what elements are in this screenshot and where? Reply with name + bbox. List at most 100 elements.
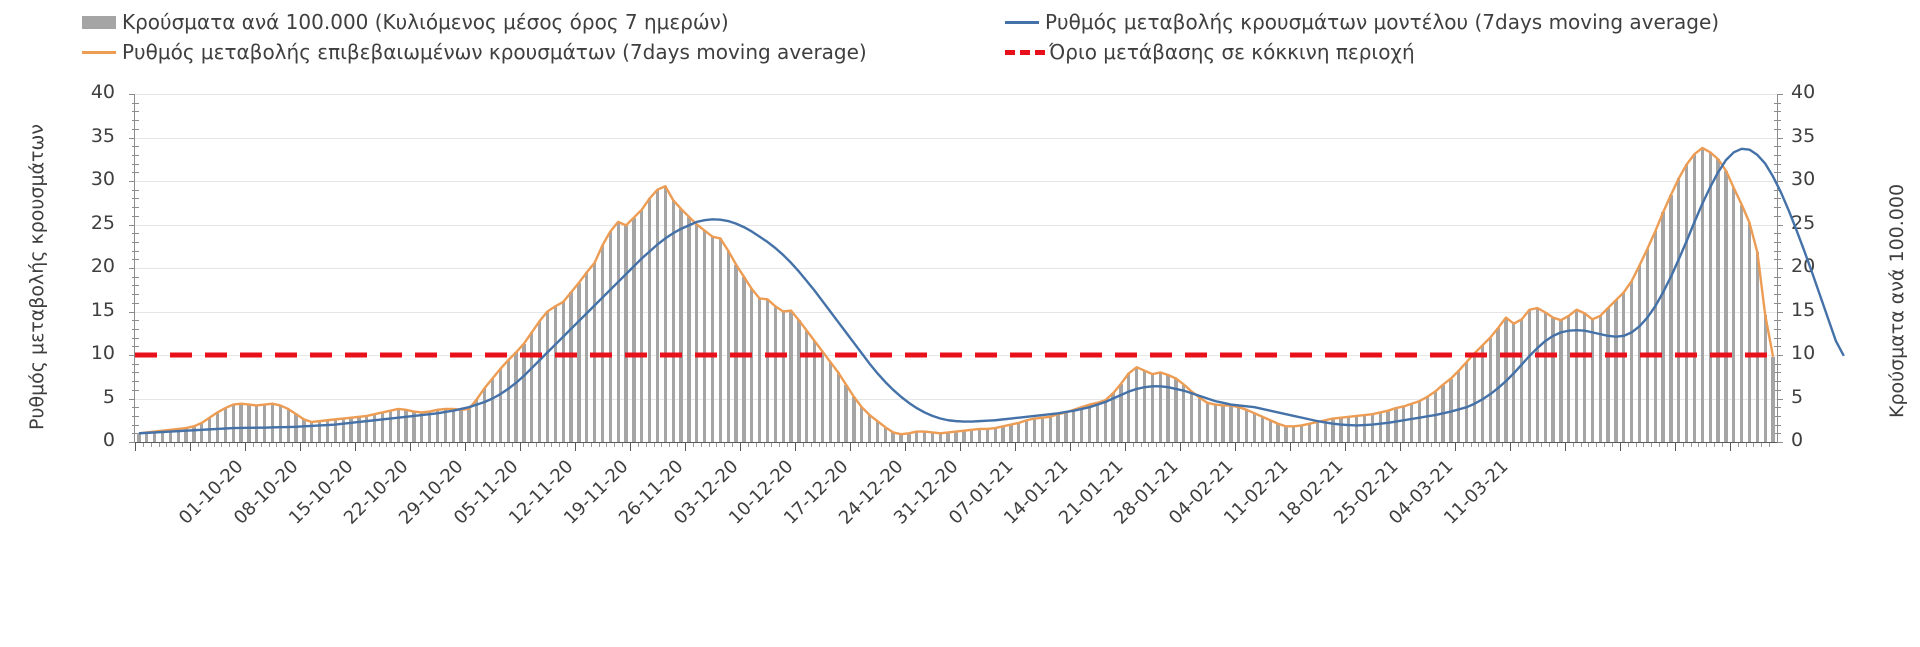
x-axis-minor-tick: [881, 442, 883, 447]
x-axis-minor-tick: [150, 442, 152, 447]
x-axis-minor-tick: [1572, 442, 1574, 447]
bar: [1182, 384, 1186, 442]
bar: [1032, 418, 1037, 442]
bar: [1417, 401, 1422, 442]
x-axis-minor-tick: [339, 442, 341, 447]
bar: [1205, 402, 1210, 442]
x-axis-minor-tick: [1329, 442, 1331, 447]
bar: [702, 230, 707, 442]
x-axis-minor-tick: [1297, 442, 1299, 447]
bar: [333, 419, 337, 442]
bar: [930, 432, 935, 442]
bar: [1347, 416, 1351, 442]
x-axis-minor-tick: [1714, 442, 1716, 447]
y-axis-minor-tick: [132, 328, 139, 330]
bar: [1433, 391, 1437, 442]
bar: [1755, 252, 1759, 442]
x-axis-minor-tick: [598, 442, 600, 447]
bar: [1622, 292, 1626, 442]
x-axis-minor-tick: [402, 442, 404, 447]
x-axis-tick-mark: [135, 442, 136, 451]
x-axis-minor-tick: [221, 442, 223, 447]
x-axis-minor-tick: [441, 442, 443, 447]
y-axis-minor-tick: [132, 172, 139, 174]
x-axis-minor-tick: [810, 442, 812, 447]
bar: [640, 209, 644, 442]
bar: [1402, 406, 1406, 442]
x-axis-minor-tick: [394, 442, 396, 447]
bar: [710, 236, 715, 442]
bar: [380, 412, 385, 442]
bar: [1661, 212, 1665, 442]
bar: [459, 409, 463, 442]
bar: [907, 433, 911, 442]
x-axis-minor-tick: [284, 442, 286, 447]
bar: [938, 433, 942, 442]
y-axis-tick-label: 0: [1791, 429, 1804, 451]
legend-item-threshold: Όριο μετάβασης σε κόκκινη περιοχή: [1005, 40, 1415, 64]
y-axis-minor-tick: [132, 128, 139, 130]
y-axis-tick-label: 0: [102, 429, 115, 451]
x-axis-minor-tick: [802, 442, 804, 447]
bar: [600, 245, 605, 442]
y-axis-tick-label: 40: [1791, 81, 1816, 103]
x-axis-minor-tick: [229, 442, 231, 447]
bar: [585, 272, 589, 442]
x-axis-minor-tick: [1132, 442, 1134, 447]
bar: [1268, 420, 1272, 442]
y-axis-minor-tick: [132, 154, 139, 156]
y-axis-minor-tick: [132, 111, 139, 113]
x-axis-minor-tick: [771, 442, 773, 447]
x-axis-tick-mark: [189, 442, 191, 451]
bar: [396, 408, 400, 442]
x-axis-minor-tick: [480, 442, 482, 447]
x-axis-tick-mark: [1399, 442, 1401, 451]
x-axis-minor-tick: [818, 442, 820, 447]
bar: [1370, 414, 1375, 442]
x-axis-minor-tick: [1093, 442, 1095, 447]
x-axis-minor-tick: [323, 442, 325, 447]
bar: [1692, 154, 1697, 442]
y-axis-minor-tick: [132, 276, 139, 278]
bar: [1567, 315, 1571, 442]
bar: [325, 420, 330, 442]
bar: [569, 292, 573, 442]
x-axis-minor-tick: [1682, 442, 1684, 447]
x-axis-minor-tick: [1439, 442, 1441, 447]
x-axis-minor-tick: [527, 442, 529, 447]
bar: [506, 360, 510, 442]
y-axis-right-title: Κρούσματα ανά 100.000: [1886, 183, 1908, 418]
x-axis-tick-mark: [1069, 442, 1071, 451]
x-axis-minor-tick: [1219, 442, 1221, 447]
bar: [443, 408, 447, 442]
legend-label: Όριο μετάβασης σε κόκκινη περιοχή: [1049, 40, 1415, 64]
axis-line-bottom: [135, 442, 1777, 443]
x-axis-minor-tick: [967, 442, 969, 447]
x-axis-tick-mark: [629, 442, 631, 451]
bar: [1386, 410, 1390, 442]
x-axis-minor-tick: [724, 442, 726, 447]
dashed-line-swatch-icon: [1005, 49, 1045, 55]
legend-label: Κρούσματα ανά 100.000 (Κυλιόμενος μέσος …: [122, 10, 729, 34]
x-axis-minor-tick: [1651, 442, 1653, 447]
bar: [1221, 405, 1225, 442]
bar: [145, 432, 149, 442]
x-axis-minor-tick: [582, 442, 584, 447]
bar: [310, 422, 314, 442]
x-axis-minor-tick: [1313, 442, 1315, 447]
x-axis-minor-tick: [347, 442, 349, 447]
x-axis-tick-mark: [1234, 442, 1236, 451]
x-axis-tick-mark: [1179, 442, 1181, 451]
x-axis-minor-tick: [1305, 442, 1307, 447]
y-axis-tick-label: 15: [90, 298, 115, 321]
bar: [482, 388, 487, 442]
y-axis-minor-tick: [132, 207, 139, 209]
bar: [435, 409, 440, 442]
y-axis-minor-tick: [132, 320, 139, 322]
x-axis-minor-tick: [842, 442, 844, 447]
bar: [1488, 337, 1492, 442]
bar: [247, 404, 251, 442]
bar: [1410, 403, 1414, 442]
bar: [1472, 353, 1477, 442]
x-axis-minor-tick: [237, 442, 239, 447]
